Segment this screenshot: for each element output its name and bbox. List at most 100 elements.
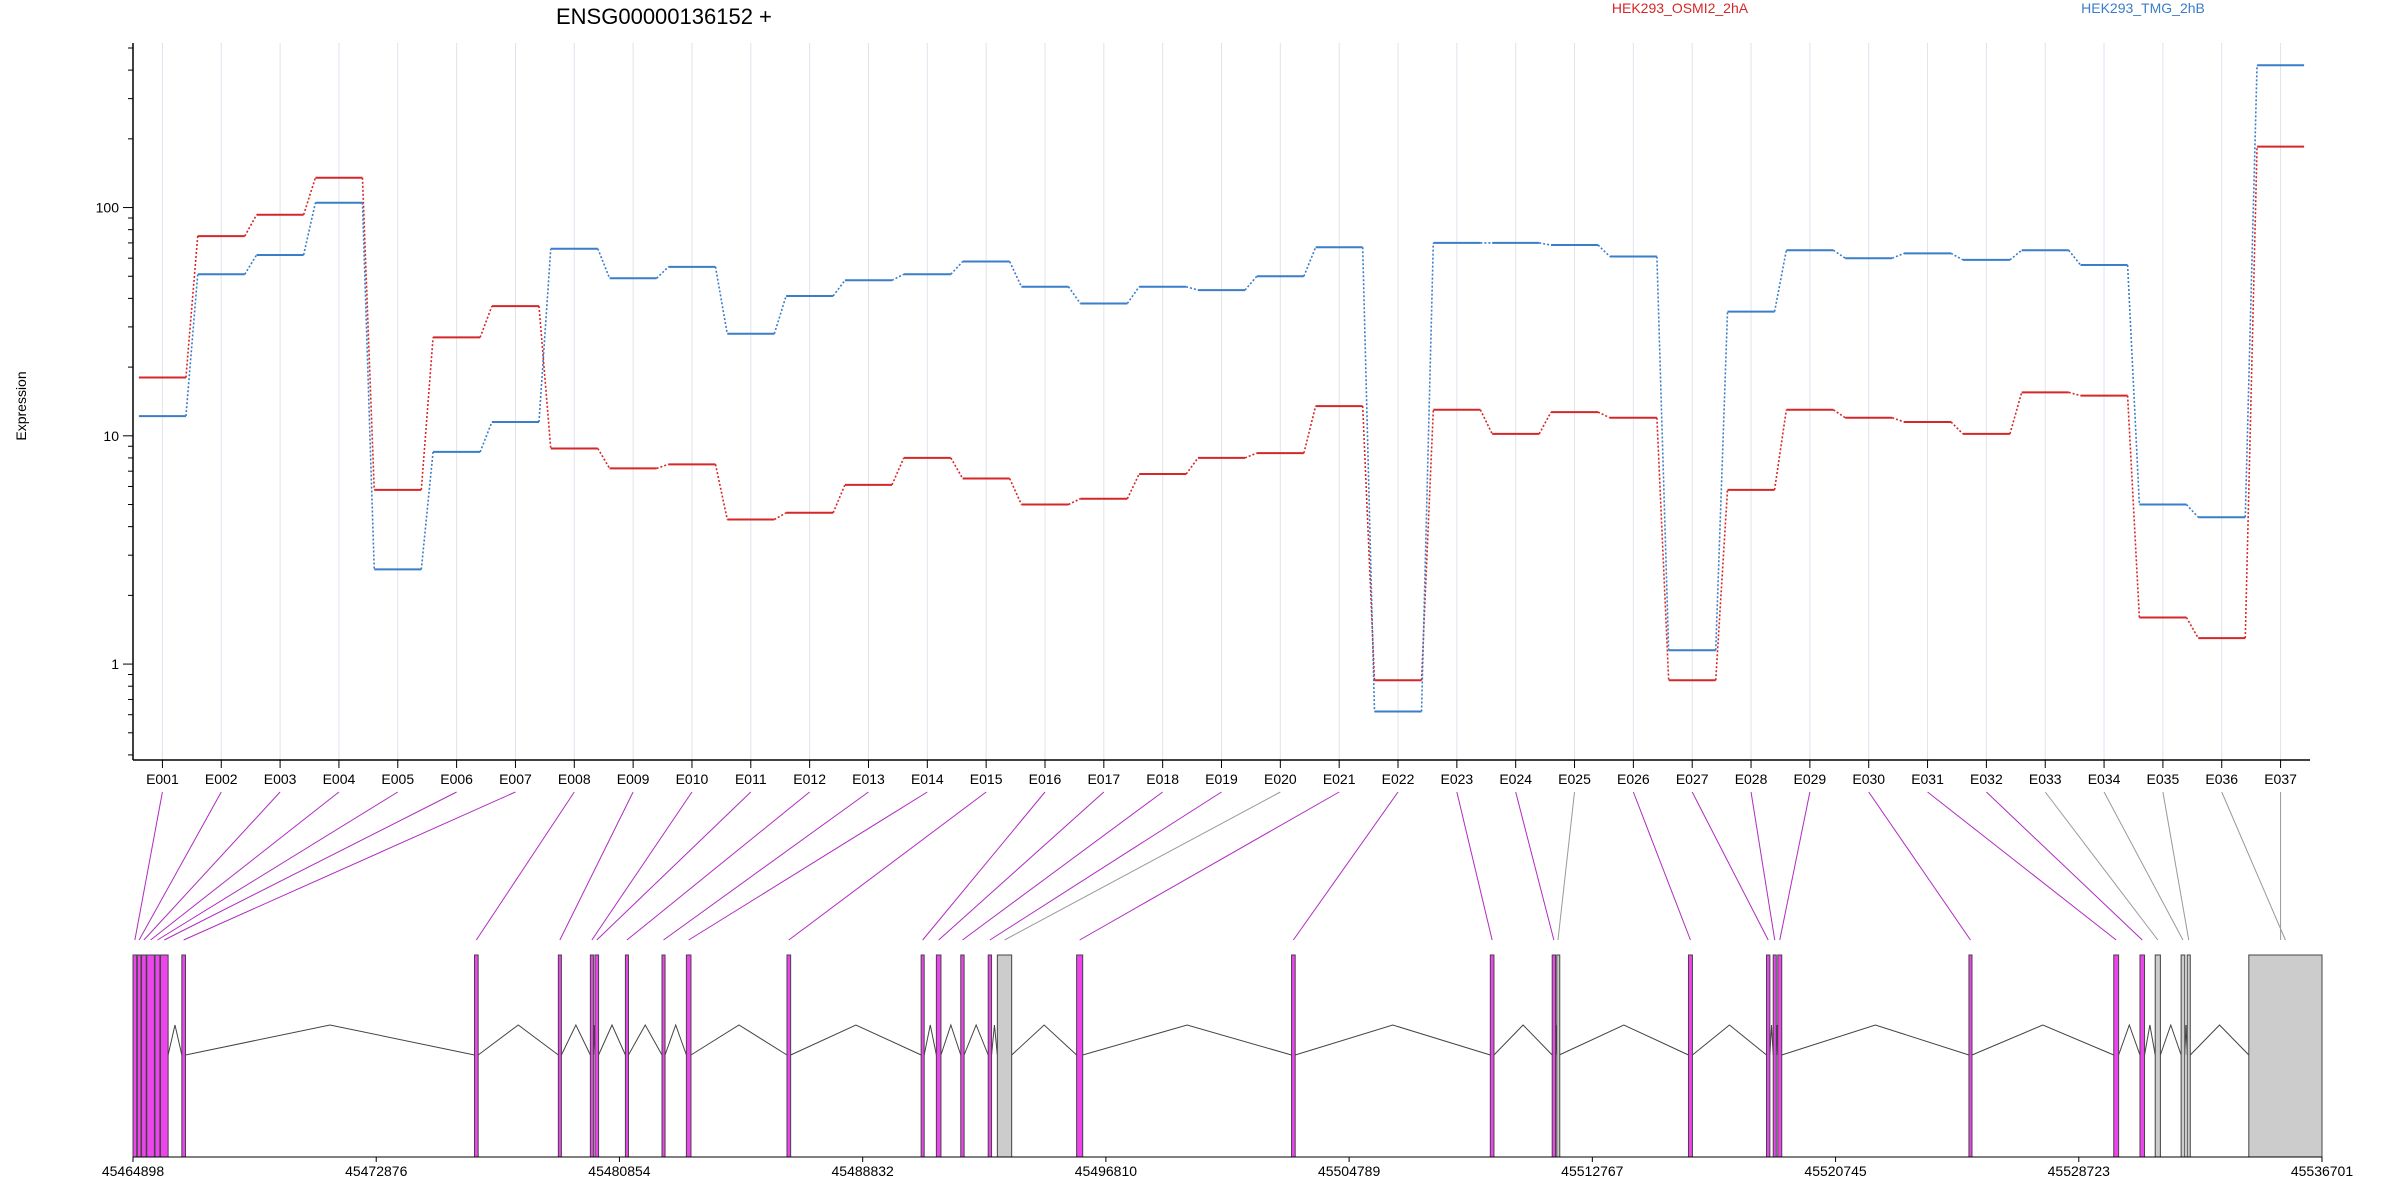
exon-box <box>661 954 666 1158</box>
gene-model <box>132 954 2323 1158</box>
exon-box <box>624 954 629 1158</box>
exon-box <box>146 954 155 1158</box>
exon-box <box>1076 954 1084 1158</box>
exon-box <box>1687 954 1693 1158</box>
exon-label: E014 <box>911 771 944 787</box>
exon-label: E019 <box>1205 771 1238 787</box>
intron-line <box>1781 1024 1970 1056</box>
value-connector <box>1950 421 1964 435</box>
value-connector <box>891 457 905 486</box>
intron-line <box>1971 1024 2114 1056</box>
genome-tick-label: 45528723 <box>2048 1163 2111 1179</box>
value-connector <box>1361 406 1376 681</box>
exon-box <box>136 954 142 1158</box>
exon-box <box>920 954 925 1158</box>
exon-label: E028 <box>1735 771 1768 787</box>
value-connector <box>656 266 669 279</box>
intron-line <box>1295 1024 1491 1056</box>
intron-line <box>167 1024 183 1056</box>
exon-box <box>2186 954 2191 1158</box>
exon-connector <box>1868 791 1971 941</box>
y-axis: 1 10 100 <box>96 43 134 760</box>
exon-box <box>1766 954 1771 1158</box>
intron-line <box>2118 1023 2141 1056</box>
exon-connector <box>1779 791 1811 941</box>
exon-box <box>987 954 993 1158</box>
value-connector <box>1479 409 1493 435</box>
exon-connector <box>134 791 163 941</box>
value-connector <box>773 512 787 521</box>
exon-label: E027 <box>1676 771 1709 787</box>
genome-tick-label: 45488832 <box>832 1163 895 1179</box>
exon-label: E006 <box>440 771 473 787</box>
exon-label: E035 <box>2147 771 2180 787</box>
exon-connector <box>157 791 399 941</box>
y-tick-label: 1 <box>111 656 119 672</box>
exon-box <box>1556 954 1561 1158</box>
exon-connector <box>1986 791 2143 941</box>
value-connector <box>832 279 846 297</box>
exon-box <box>935 954 942 1158</box>
intron-line <box>923 1024 937 1056</box>
value-connector <box>538 306 552 449</box>
genome-tick-label: 45520745 <box>1804 1163 1867 1179</box>
exon-box <box>960 954 965 1158</box>
expression-series <box>138 64 2305 713</box>
exon-label: E021 <box>1323 771 1356 787</box>
intron-line <box>598 1023 626 1056</box>
exon-box <box>1291 954 1296 1158</box>
intron-line <box>664 1023 687 1056</box>
exon-label: E015 <box>970 771 1003 787</box>
value-connector <box>2185 503 2199 518</box>
exon-box <box>996 954 1013 1158</box>
intron-line <box>991 1024 998 1056</box>
exon-connector <box>989 791 1222 941</box>
value-connector <box>2185 617 2199 639</box>
value-connector <box>185 236 199 378</box>
exon-box <box>786 954 792 1158</box>
exon-label: E032 <box>1970 771 2003 787</box>
exon-box <box>685 954 692 1158</box>
intron-line <box>185 1024 475 1056</box>
legend-entry-tmg: HEK293_TMG_2hB <box>2081 0 2205 16</box>
value-connector <box>714 266 729 334</box>
genome-tick-label: 45464898 <box>102 1163 165 1179</box>
exon-label: E013 <box>852 771 885 787</box>
exon-label: E036 <box>2205 771 2238 787</box>
exon-connector <box>2162 791 2190 941</box>
exon-box <box>589 954 594 1158</box>
value-connector <box>1539 242 1552 246</box>
exon-connector <box>1456 791 1493 941</box>
exon-label: E022 <box>1382 771 1415 787</box>
exon-box <box>2180 954 2186 1158</box>
value-connector <box>1185 457 1199 475</box>
value-connector <box>1303 405 1317 454</box>
exon-label: E007 <box>499 771 532 787</box>
exon-label: E005 <box>381 771 414 787</box>
exon-connector <box>559 791 634 941</box>
intron-line <box>940 1023 962 1056</box>
exon-connector <box>1557 791 1576 941</box>
value-connector <box>1068 498 1081 506</box>
value-connector <box>361 202 376 570</box>
value-connector <box>656 463 669 470</box>
exon-box <box>474 954 479 1158</box>
exon-box <box>181 954 186 1158</box>
exon-box <box>2113 954 2120 1158</box>
value-connector <box>2244 65 2258 518</box>
exon-box <box>2248 954 2323 1158</box>
value-connector <box>1008 478 1023 505</box>
exon-connector <box>1927 791 2117 941</box>
chart-title: ENSG00000136152 + <box>556 4 772 29</box>
exon-connector <box>2044 791 2159 941</box>
exon-label: E003 <box>264 771 297 787</box>
value-connector <box>597 248 611 279</box>
exon-box <box>557 954 562 1158</box>
exon-label: E026 <box>1617 771 1650 787</box>
exon-box <box>1551 954 1557 1158</box>
value-connector <box>1832 409 1846 419</box>
exon-label: E004 <box>323 771 356 787</box>
exon-connector <box>138 791 222 941</box>
exon-connector <box>164 791 457 941</box>
